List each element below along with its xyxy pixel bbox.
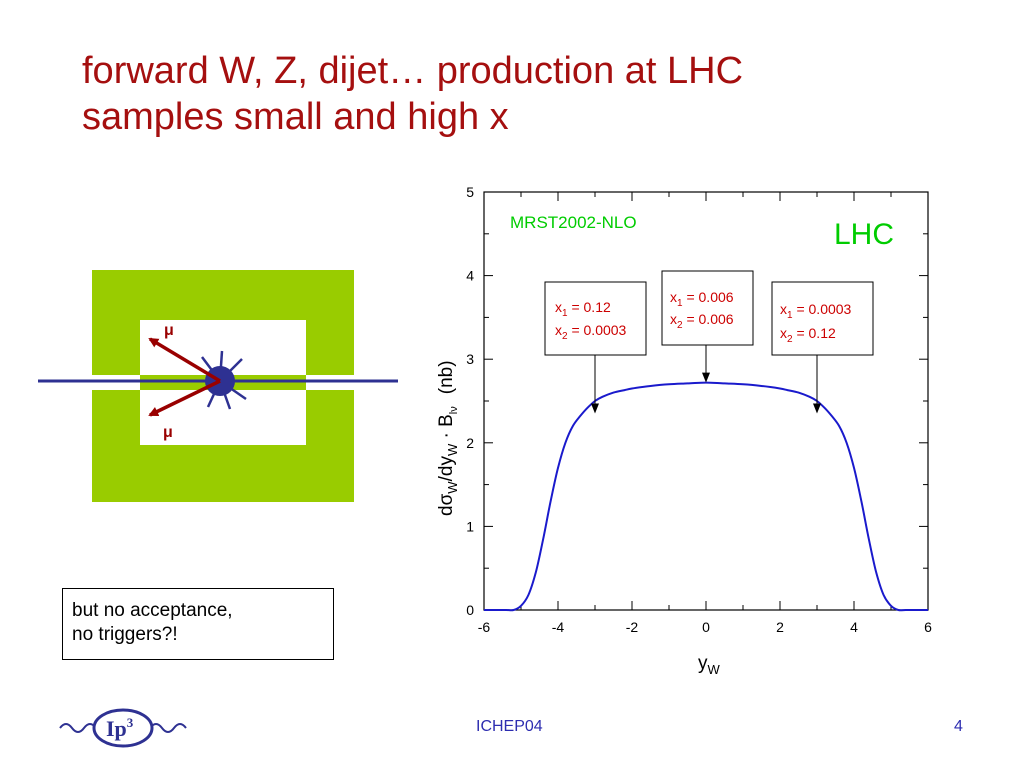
annotation-box-1-x1: x1 = 0.12 [555,299,611,319]
annotation-box-1: x1 = 0.12 x2 = 0.0003 [544,281,647,356]
note-line-1: but no acceptance, [72,600,233,621]
annotation-arrow-head [813,403,821,414]
chart-axes: -6 -4 -2 0 2 4 6 0 1 2 3 4 5 [466,184,932,635]
annotation-box-3: x1 = 0.0003 x2 = 0.12 [771,281,874,356]
x-tick-label: 4 [850,619,858,635]
annotation-box-3-x2: x2 = 0.12 [780,325,836,345]
slide-title: forward W, Z, dijet… production at LHC s… [82,48,743,140]
x-tick-label: 0 [702,619,710,635]
x-tick-label: -4 [552,619,565,635]
annotation-box-3-x1: x1 = 0.0003 [780,301,852,321]
acceptance-note: but no acceptance, no triggers?! [62,588,334,660]
ip3-logo: Ip3 [59,708,187,748]
detector-diagram: μ μ [38,270,398,502]
annotation-arrows [591,345,821,414]
rapidity-chart: -6 -4 -2 0 2 4 6 0 1 2 3 4 5 MRST2002-NLO LHC x1 = 0… [436,184,932,677]
plot-frame [483,191,929,611]
muon-track-top [148,337,221,383]
logo-wave-left [59,723,97,733]
annotation-box-2-x1: x1 = 0.006 [670,289,734,309]
collider-label: LHC [834,218,894,251]
title-line-2: samples small and high x [82,96,509,138]
annotation-box-2: x1 = 0.006 x2 = 0.006 [661,270,754,346]
muon-track-bottom [148,379,221,417]
y-tick-label: 1 [466,518,474,534]
note-line-2: no triggers?! [72,624,178,645]
y-tick-label: 2 [466,435,474,451]
logo-wave-right [149,723,187,733]
y-axis-label: dσW/dyW · Blν(nb) [436,360,460,516]
annotation-box-1-frame [544,281,647,356]
annotation-arrow-head [702,372,710,383]
muon-label-bottom: μ [163,424,173,441]
x-axis-label: yW [698,653,721,677]
title-line-1: forward W, Z, dijet… production at LHC [82,50,744,92]
annotation-arrow-head [591,403,599,414]
annotation-box-2-frame [661,270,754,346]
footer-page-number: 4 [954,718,963,735]
muon-label-top: μ [164,322,174,339]
x-tick-label: 2 [776,619,784,635]
x-tick-label: -2 [626,619,639,635]
y-tick-label: 4 [466,268,474,284]
annotation-box-2-x2: x2 = 0.006 [670,311,734,331]
logo-oval [92,708,154,748]
x-tick-label: 6 [924,619,932,635]
y-tick-label: 3 [466,351,474,367]
y-tick-label: 5 [466,184,474,200]
annotation-box-3-frame [771,281,874,356]
x-tick-label: -6 [478,619,491,635]
y-tick-label: 0 [466,602,474,618]
logo-text: Ip3 [106,715,134,741]
model-label: MRST2002-NLO [510,213,637,232]
series-line-w-rapidity [483,381,928,612]
footer-conference: ICHEP04 [476,718,543,735]
annotation-box-1-x2: x2 = 0.0003 [555,322,627,342]
